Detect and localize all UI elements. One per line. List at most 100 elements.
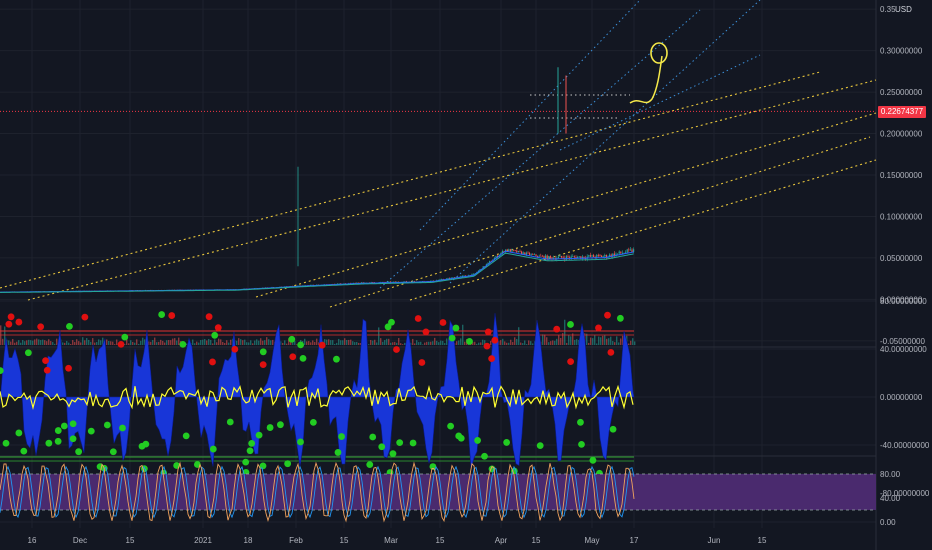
signal-dot — [334, 449, 342, 456]
candle — [588, 255, 590, 257]
time-axis[interactable]: 16 Dec 15 2021 18 Feb 15 Mar 15 Apr 15 May 17 Jun 15 — [28, 536, 767, 545]
signal-dot — [366, 461, 374, 468]
candle — [615, 253, 617, 257]
signal-dot — [231, 345, 239, 353]
volume-bar — [542, 334, 544, 345]
volume-bar — [84, 340, 86, 345]
volume-bar — [476, 343, 478, 345]
volume-bar — [518, 327, 520, 345]
signal-dot — [69, 435, 77, 443]
signal-dot — [289, 353, 297, 361]
volume-bar — [344, 338, 346, 345]
signal-dot — [484, 328, 492, 336]
volume-bar — [74, 342, 76, 345]
candle — [509, 249, 511, 252]
price-axis[interactable]: 0.35 0.30000000 0.25000000 0.20000000 0.1500… — [880, 5, 930, 527]
signal-dot — [396, 439, 404, 447]
volume-bar — [404, 342, 406, 345]
candle — [565, 256, 567, 260]
signal-dot — [103, 421, 111, 429]
osc-tick-label: -40.00000000 — [880, 441, 930, 450]
volume-bar — [548, 342, 550, 345]
volume-bar — [90, 341, 92, 345]
price-tick-label: 0.30000000 — [880, 47, 923, 56]
candle — [452, 277, 454, 279]
volume-bar — [480, 342, 482, 345]
candle — [389, 281, 391, 283]
volume-bar — [508, 342, 510, 345]
candle — [591, 255, 593, 257]
volume-bar — [170, 340, 172, 345]
volume-bar — [392, 342, 394, 345]
volume-bar — [460, 338, 462, 345]
signal-dot — [466, 338, 473, 345]
candle — [602, 256, 604, 258]
volume-bar — [280, 341, 282, 345]
candle — [521, 251, 523, 254]
volume-bar — [422, 344, 424, 345]
volume-bar — [436, 340, 438, 345]
candle — [487, 262, 489, 265]
volume-bar — [526, 344, 528, 345]
time-tick-label: 16 — [28, 536, 37, 545]
signal-dot — [259, 348, 267, 356]
volume-bar — [20, 342, 22, 345]
candle — [613, 253, 615, 257]
volume-bar — [130, 340, 132, 345]
candle — [621, 253, 623, 254]
candle — [561, 255, 563, 258]
volume-bar — [258, 340, 260, 345]
candle — [589, 255, 591, 257]
volume-bar — [110, 341, 112, 345]
volume-bar — [420, 341, 422, 345]
volume-bar — [502, 338, 504, 345]
volume-bar — [178, 337, 180, 345]
candle — [543, 255, 545, 260]
signal-dot — [389, 450, 397, 457]
volume-bar — [100, 340, 102, 345]
volume-bar — [618, 342, 620, 345]
volume-bar — [270, 340, 272, 345]
signal-dot — [66, 322, 73, 330]
volume-bar — [230, 339, 232, 345]
trend-line — [379, 9, 701, 289]
volume-bar — [606, 338, 608, 345]
volume-bar — [52, 341, 54, 345]
signal-dot — [87, 427, 95, 435]
osc-tick-label: -80.00000000 — [880, 489, 930, 498]
volume-bar — [612, 341, 614, 345]
signal-dot — [309, 419, 317, 426]
volume-bar — [338, 338, 340, 345]
volume-bar — [558, 335, 560, 345]
signal-dot — [75, 448, 83, 456]
volume-bar — [596, 343, 598, 345]
signal-dot — [418, 359, 426, 366]
volume-bar — [116, 339, 118, 345]
signal-dot — [595, 324, 602, 332]
signal-dot — [488, 355, 496, 363]
candle — [431, 280, 433, 282]
candle — [439, 279, 441, 281]
candle — [353, 282, 355, 284]
signal-dot — [288, 335, 296, 343]
volume-bar — [370, 339, 372, 345]
volume-bar — [226, 340, 228, 345]
volume-bar — [128, 343, 130, 345]
volume-bar — [152, 340, 154, 345]
volume-bar — [554, 340, 556, 345]
signal-dot — [54, 437, 62, 445]
signal-dot — [378, 443, 386, 451]
volume-bar — [144, 339, 146, 345]
time-tick-label: Feb — [289, 536, 303, 545]
volume-bar — [126, 338, 128, 345]
volume-bar — [194, 343, 196, 345]
candle — [513, 249, 515, 251]
signal-dot — [589, 456, 597, 464]
volume-bar — [568, 335, 570, 345]
signal-dot — [60, 422, 68, 430]
candle — [404, 281, 406, 283]
volume-bar — [294, 340, 296, 345]
volume-bar — [224, 342, 226, 345]
volume-bar — [288, 338, 290, 345]
